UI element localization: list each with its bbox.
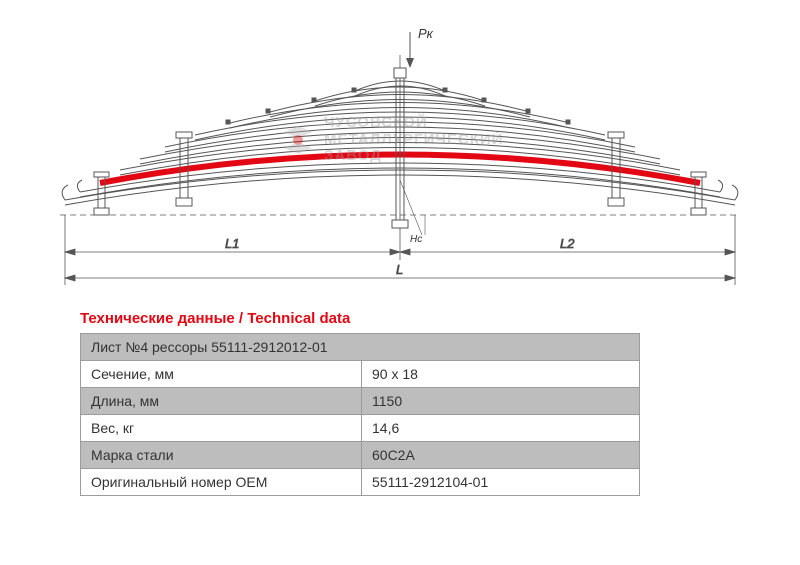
table-header-row: Лист №4 рессоры 55111-2912012-01: [81, 334, 640, 361]
row-value: 14,6: [362, 415, 640, 442]
label-pk: Рк: [418, 26, 434, 41]
row-label: Оригинальный номер OEM: [81, 469, 362, 496]
table-header-cell: Лист №4 рессоры 55111-2912012-01: [81, 334, 640, 361]
label-hc: Hc: [410, 234, 422, 245]
row-label: Марка стали: [81, 442, 362, 469]
label-l1: L1: [225, 236, 239, 251]
page: Рк: [0, 0, 800, 565]
load-arrow: Рк: [406, 26, 434, 68]
table-row: Марка стали 60С2А: [81, 442, 640, 469]
label-l: L: [396, 262, 403, 277]
row-label: Вес, кг: [81, 415, 362, 442]
spring-diagram: Рк: [30, 20, 770, 300]
row-value: 1150: [362, 388, 640, 415]
spring-svg: Рк: [30, 20, 770, 300]
row-value: 60С2А: [362, 442, 640, 469]
table-title: Технические данные / Technical data: [80, 310, 770, 327]
row-value: 55111-2912104-01: [362, 469, 640, 496]
row-label: Сечение, мм: [81, 361, 362, 388]
row-label: Длина, мм: [81, 388, 362, 415]
table-row: Длина, мм 1150: [81, 388, 640, 415]
table-row: Оригинальный номер OEM 55111-2912104-01: [81, 469, 640, 496]
table-row: Сечение, мм 90 х 18: [81, 361, 640, 388]
row-value: 90 х 18: [362, 361, 640, 388]
label-l2: L2: [560, 236, 575, 251]
technical-data-table: Лист №4 рессоры 55111-2912012-01 Сечение…: [80, 333, 640, 496]
table-row: Вес, кг 14,6: [81, 415, 640, 442]
